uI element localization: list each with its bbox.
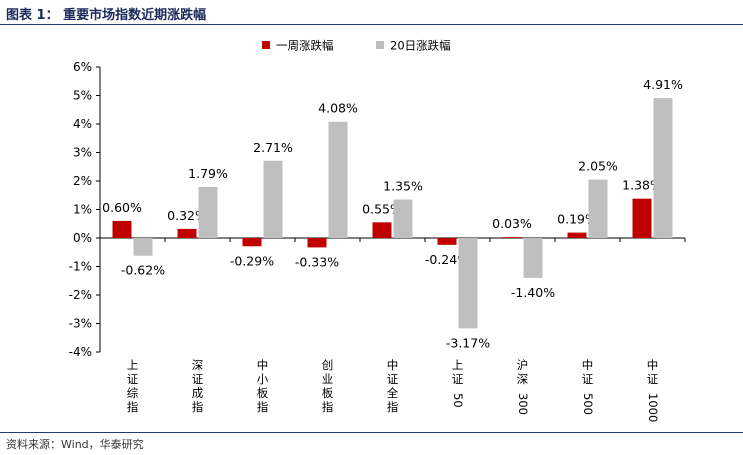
- category-label: 证: [192, 372, 204, 386]
- weekly-change-label: 0.03%: [492, 216, 532, 231]
- twenty-day-change-label: -3.17%: [446, 335, 490, 350]
- y-tick-label: -2%: [69, 288, 92, 302]
- category-label: 指: [387, 400, 399, 414]
- category-label: 中: [387, 358, 399, 372]
- category-label: 深: [192, 358, 204, 372]
- title-divider: [0, 24, 743, 25]
- category-label: 500: [581, 393, 595, 415]
- category-label: 业: [322, 372, 334, 386]
- title-bar: 图表 1： 重要市场指数近期涨跌幅: [0, 0, 743, 24]
- category-label: 证: [582, 372, 594, 386]
- category-label: 指: [257, 400, 269, 414]
- weekly-change-bar: [632, 198, 652, 238]
- weekly-change-bar: [177, 228, 197, 238]
- category-label: 指: [322, 400, 334, 414]
- legend-label-weekly: 一周涨跌幅: [276, 39, 334, 53]
- weekly-change-label: -0.24%: [425, 252, 469, 267]
- y-tick-label: 5%: [73, 89, 92, 103]
- twenty-day-change-label: 2.05%: [578, 159, 618, 174]
- twenty-day-change-label: 4.91%: [643, 77, 683, 92]
- twenty-day-change-label: 1.79%: [188, 166, 228, 181]
- weekly-change-bar: [502, 237, 522, 238]
- category-label: 中: [647, 358, 659, 372]
- twenty-day-change-label: 2.71%: [253, 140, 293, 155]
- twenty-day-change-bar: [328, 121, 348, 238]
- weekly-change-label: 0.60%: [102, 200, 142, 215]
- twenty-day-change-label: -1.40%: [511, 285, 555, 300]
- legend-swatch-weekly: [262, 41, 270, 49]
- y-tick-label: 1%: [73, 203, 92, 217]
- y-tick-label: -4%: [69, 345, 92, 359]
- weekly-change-label: 0.19%: [557, 212, 597, 227]
- y-tick-label: -1%: [69, 260, 92, 274]
- twenty-day-change-bar: [458, 238, 478, 329]
- category-label: 指: [192, 400, 204, 414]
- legend-swatch-twenty-day: [376, 41, 384, 49]
- category-label: 1000: [646, 393, 660, 422]
- y-tick-label: 3%: [73, 146, 92, 160]
- weekly-change-bar: [567, 232, 587, 238]
- category-label: 沪: [517, 358, 529, 372]
- category-label: 上: [452, 358, 464, 372]
- twenty-day-change-label: 4.08%: [318, 101, 358, 116]
- weekly-change-bar: [112, 220, 132, 238]
- category-label: 指: [127, 400, 139, 414]
- twenty-day-change-bar: [198, 186, 218, 238]
- twenty-day-change-bar: [133, 238, 153, 256]
- y-tick-label: -3%: [69, 317, 92, 331]
- y-tick-label: 0%: [73, 231, 92, 245]
- category-label: 板: [257, 386, 269, 400]
- category-label: 证: [387, 372, 399, 386]
- twenty-day-change-bar: [653, 98, 673, 238]
- category-label: 全: [387, 386, 399, 400]
- y-tick-label: 6%: [73, 60, 92, 74]
- category-label: 小: [257, 372, 269, 386]
- y-tick-label: 2%: [73, 174, 92, 188]
- category-label: 证: [127, 372, 139, 386]
- weekly-change-label: 1.38%: [622, 178, 662, 193]
- chart-title: 图表 1： 重要市场指数近期涨跌幅: [6, 8, 207, 23]
- twenty-day-change-bar: [588, 179, 608, 238]
- category-label: 300: [516, 393, 530, 415]
- category-label: 证: [452, 372, 464, 386]
- weekly-change-label: -0.33%: [295, 254, 339, 269]
- footer-divider: [0, 432, 743, 433]
- category-label: 成: [192, 386, 204, 400]
- weekly-change-bar: [242, 238, 262, 247]
- y-tick-label: 4%: [73, 117, 92, 131]
- twenty-day-change-bar: [263, 160, 283, 238]
- source-note: 资料来源：Wind，华泰研究: [6, 438, 144, 451]
- weekly-change-bar: [372, 222, 392, 238]
- category-label: 中: [582, 358, 594, 372]
- category-label: 中: [257, 358, 269, 372]
- weekly-change-label: 0.55%: [362, 201, 402, 216]
- weekly-change-bar: [437, 238, 457, 245]
- category-label: 50: [451, 393, 465, 408]
- weekly-change-label: -0.29%: [230, 253, 274, 268]
- weekly-change-label: 0.32%: [167, 208, 207, 223]
- category-label: 综: [127, 386, 139, 400]
- category-label: 上: [127, 358, 139, 372]
- category-label: 板: [322, 386, 334, 400]
- weekly-change-bar: [307, 238, 327, 248]
- twenty-day-change-bar: [523, 238, 543, 278]
- twenty-day-change-bar: [393, 199, 413, 238]
- category-label: 深: [517, 372, 529, 386]
- category-label: 证: [647, 372, 659, 386]
- twenty-day-change-label: -0.62%: [121, 263, 165, 278]
- category-label: 创: [322, 358, 334, 372]
- legend-label-twenty-day: 20日涨跌幅: [390, 39, 451, 53]
- twenty-day-change-label: 1.35%: [383, 179, 423, 194]
